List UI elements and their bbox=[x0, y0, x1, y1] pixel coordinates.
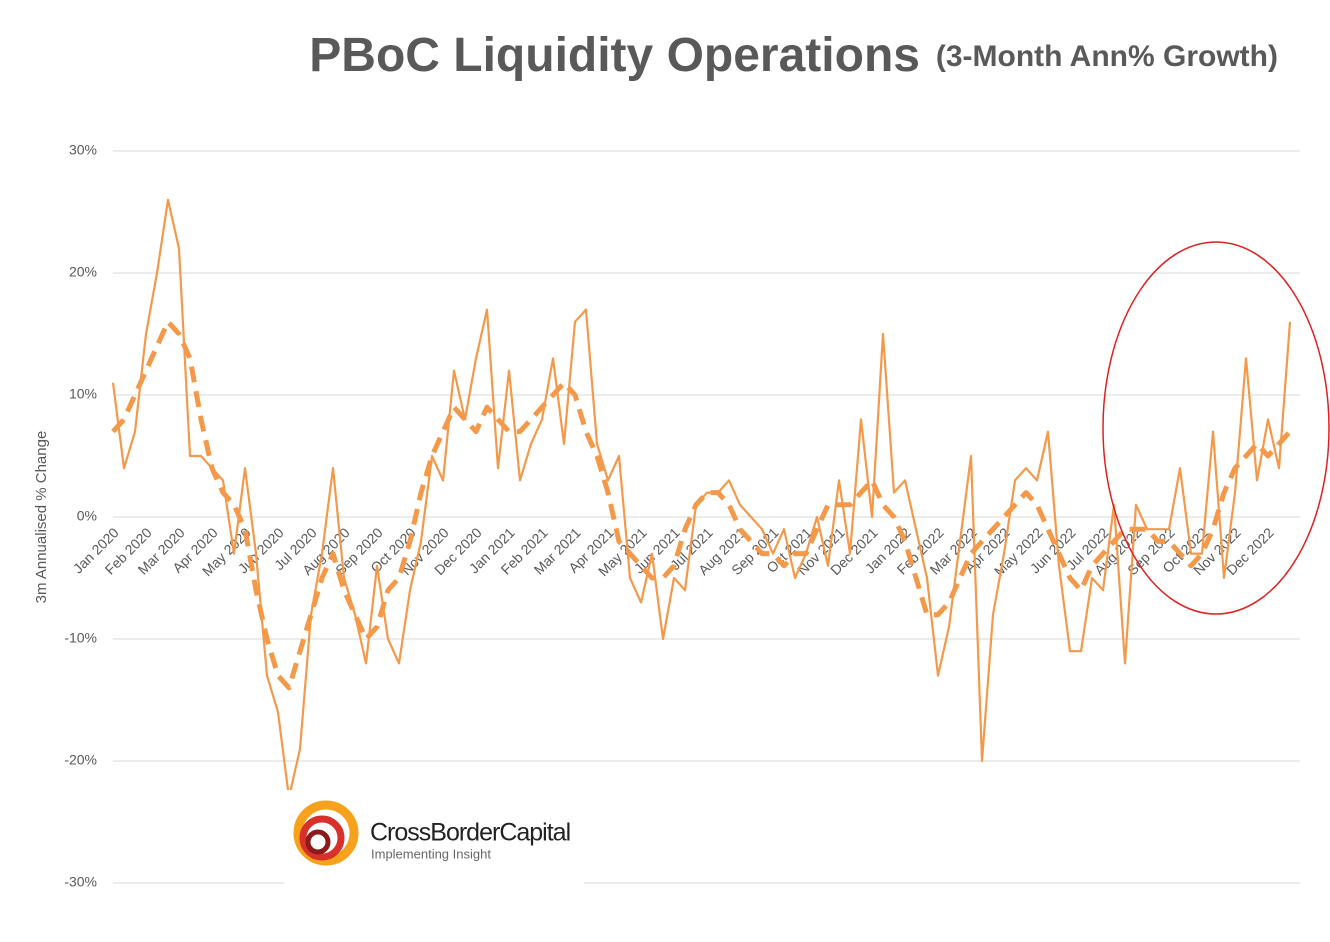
chart-title-group: PBoC Liquidity Operations (3-Month Ann% … bbox=[309, 29, 1278, 82]
logo-ring bbox=[299, 815, 345, 861]
y-tick-label: 20% bbox=[69, 264, 97, 280]
logo-name: CrossBorderCapital bbox=[370, 819, 570, 847]
logo-tagline: Implementing Insight bbox=[371, 846, 491, 861]
chart-subtitle: (3-Month Ann% Growth) bbox=[936, 40, 1278, 73]
chart-title: PBoC Liquidity Operations bbox=[309, 29, 920, 82]
logo-ring bbox=[293, 800, 359, 866]
y-tick-label: -20% bbox=[64, 752, 97, 768]
y-tick-label: -10% bbox=[64, 630, 97, 646]
trend-line bbox=[111, 319, 1292, 691]
logo-icon bbox=[293, 800, 359, 866]
y-tick-label: 30% bbox=[69, 142, 97, 158]
y-tick-label: 10% bbox=[69, 386, 97, 402]
y-axis-label: 3m Annualised % Change bbox=[33, 431, 50, 604]
logo-ring bbox=[305, 829, 331, 855]
y-tick-label: 0% bbox=[77, 508, 97, 524]
highlight-ellipse bbox=[1102, 241, 1330, 615]
y-tick-label: -30% bbox=[64, 874, 97, 890]
